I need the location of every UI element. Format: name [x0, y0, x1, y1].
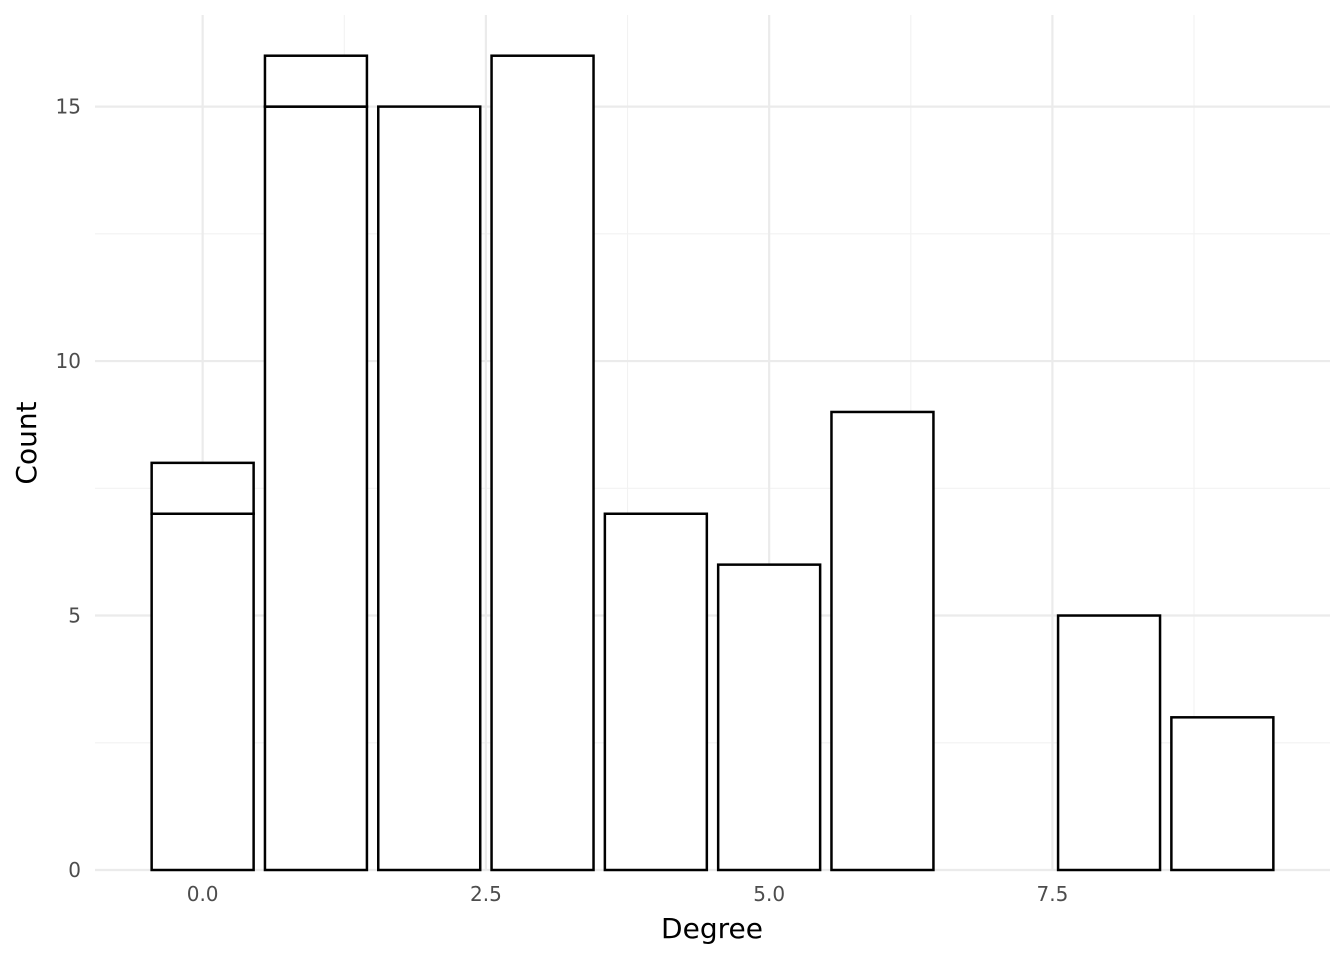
x-tick-label: 5.0	[753, 882, 785, 906]
y-tick-label: 10	[56, 349, 81, 373]
bar-segment	[1170, 716, 1275, 872]
bar-segment	[830, 410, 935, 872]
x-axis-tick-labels: 0.0 2.5 5.0 7.5	[187, 882, 1069, 906]
y-axis-title: Count	[10, 401, 43, 484]
x-tick-label: 7.5	[1037, 882, 1069, 906]
bar-segment	[150, 512, 255, 872]
x-tick-label: 0.0	[187, 882, 219, 906]
x-axis-title: Degree	[661, 912, 763, 945]
bar-segment	[150, 461, 255, 516]
x-tick-label: 2.5	[470, 882, 502, 906]
bar-segment	[1056, 614, 1162, 872]
bars	[150, 54, 1275, 872]
bar-segment	[263, 105, 369, 872]
y-tick-label: 5	[68, 604, 81, 628]
bar-segment	[263, 54, 369, 108]
bar-segment	[603, 512, 709, 872]
y-tick-label: 0	[68, 858, 81, 882]
bar-segment	[377, 105, 482, 872]
y-axis-tick-labels: 0 5 10 15	[56, 95, 81, 882]
bar-segment	[716, 563, 822, 872]
bar-segment	[490, 54, 595, 872]
y-tick-label: 15	[56, 95, 81, 119]
